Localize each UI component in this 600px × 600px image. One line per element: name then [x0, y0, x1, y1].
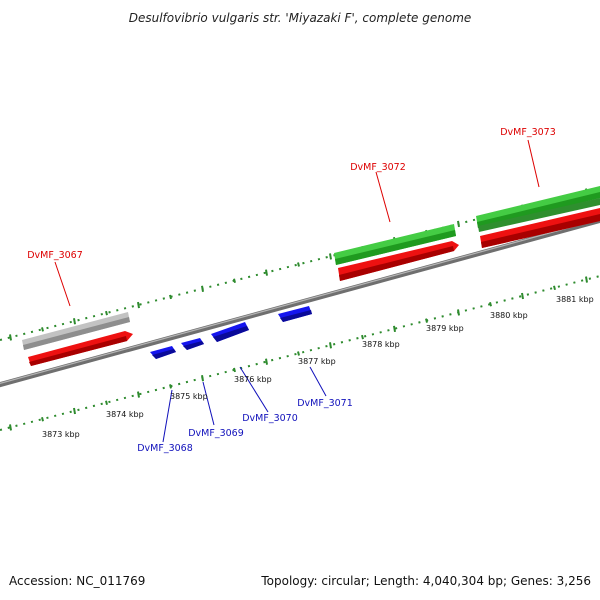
gene-labels: DvMF_3067 DvMF_3072 DvMF_3073 DvMF_3068 … — [27, 127, 556, 454]
accession-text: Accession: NC_011769 — [9, 574, 145, 588]
leader-dvmf-3072 — [375, 171, 391, 223]
tick-label-3879: 3879 kbp — [426, 324, 464, 333]
gene-bar-green-3073a-shade — [477, 192, 600, 228]
lower-ring-tick — [329, 342, 332, 349]
leader-dvmf-3069 — [202, 381, 215, 426]
upper-ring-tick — [265, 269, 268, 276]
tick-label-3878: 3878 kbp — [362, 340, 400, 349]
upper-ring-tick — [73, 318, 76, 325]
lower-ring-tick — [9, 424, 12, 431]
tick-label-3877: 3877 kbp — [298, 357, 336, 366]
lower-ring-tick — [361, 334, 364, 340]
gene-arrow-dvmf-3068-shade — [152, 349, 176, 359]
lower-ring-tick — [585, 276, 588, 283]
upper-ring-tick — [201, 285, 204, 292]
leader-dvmf-3071 — [309, 366, 327, 397]
tick-labels: 3873 kbp 3874 kbp 3875 kbp 3876 kbp 3877… — [42, 295, 594, 439]
tick-label-3880: 3880 kbp — [490, 311, 528, 320]
tick-label-3873: 3873 kbp — [42, 430, 80, 439]
lower-ring-tick — [201, 374, 204, 382]
lower-ring-tick — [553, 285, 556, 291]
gene-bar-green-3073b[interactable] — [478, 198, 600, 232]
upper-ring-tick — [105, 310, 108, 316]
upper-ring-tick — [329, 253, 332, 260]
gene-label-dvmf-3070[interactable]: DvMF_3070 — [242, 413, 298, 424]
lower-ring-tick — [137, 391, 140, 398]
lower-ring-tick — [233, 367, 236, 373]
lower-ring-tick — [457, 309, 460, 316]
tick-label-3874: 3874 kbp — [106, 410, 144, 419]
gene-arrow-dvmf-3071-shade — [280, 310, 312, 322]
lower-ring-tick — [297, 351, 300, 356]
backbone-line — [0, 217, 600, 388]
backbone-highlight — [0, 218, 600, 385]
genome-summary-text: Topology: circular; Length: 4,040,304 bp… — [260, 574, 591, 588]
tick-label-3876: 3876 kbp — [234, 375, 272, 384]
gene-arrow-dvmf-3073-shade — [481, 214, 600, 248]
gene-arrow-dvmf-3067-shade — [29, 336, 127, 366]
lower-ring-tick — [41, 416, 44, 422]
upper-ring-tick — [457, 220, 460, 228]
gene-arrow-dvmf-3069-shade — [183, 341, 204, 350]
lower-ring-tick — [425, 318, 428, 323]
upper-ring-tick — [169, 294, 172, 300]
leader-dvmf-3067 — [54, 261, 71, 307]
upper-ring-tick — [41, 327, 44, 332]
upper-ring-tick — [297, 262, 300, 267]
gene-label-dvmf-3072[interactable]: DvMF_3072 — [350, 162, 406, 173]
upper-ring-tick — [9, 334, 12, 341]
lower-ring-tick — [105, 400, 108, 406]
gene-bar-gray-shade — [23, 317, 130, 350]
lower-ring-tick — [521, 292, 524, 300]
lower-ring-tick — [489, 301, 492, 307]
leader-dvmf-3068 — [162, 389, 173, 443]
leader-dvmf-3073 — [527, 139, 540, 188]
gene-label-dvmf-3068[interactable]: DvMF_3068 — [137, 443, 193, 454]
gene-bar-green-3072-shade — [335, 230, 456, 265]
tick-label-3881: 3881 kbp — [556, 295, 594, 304]
genome-backbone — [0, 217, 600, 388]
lower-ring-tick — [265, 358, 268, 365]
leader-dvmf-3070 — [239, 366, 269, 413]
reverse-genes — [150, 306, 312, 359]
lower-ring-tick — [73, 407, 76, 415]
map-title: Desulfovibrio vulgaris str. 'Miyazaki F'… — [129, 11, 472, 25]
tick-label-3875: 3875 kbp — [170, 392, 208, 401]
upper-ring-tick — [233, 278, 236, 283]
upper-ring-tick — [137, 301, 140, 309]
lower-ring-tick — [393, 325, 396, 333]
gene-label-dvmf-3067[interactable]: DvMF_3067 — [27, 250, 83, 261]
gene-arrow-dvmf-3072-shade — [339, 246, 454, 281]
gene-label-dvmf-3073[interactable]: DvMF_3073 — [500, 127, 556, 138]
gene-label-dvmf-3071[interactable]: DvMF_3071 — [297, 398, 353, 409]
gene-arrow-dvmf-3070-shade — [213, 326, 249, 342]
forward-genes — [22, 186, 600, 366]
gene-leader-lines — [54, 139, 540, 443]
gene-label-dvmf-3069[interactable]: DvMF_3069 — [188, 428, 244, 439]
lower-ring-tick — [169, 384, 172, 389]
